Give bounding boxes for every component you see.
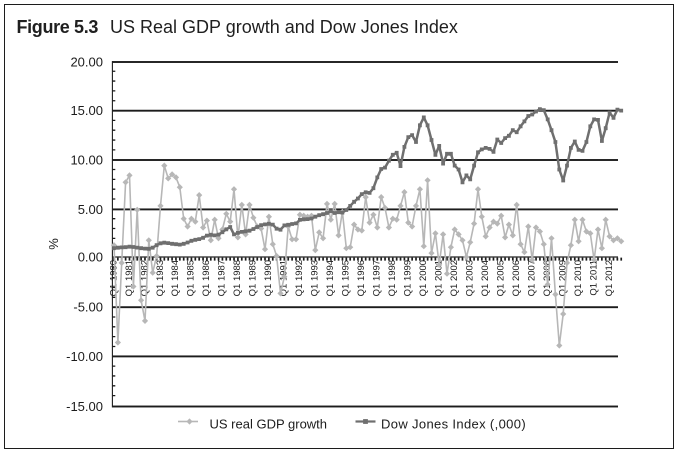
svg-text:-10.00: -10.00 [66, 349, 103, 364]
svg-text:Q1 1990: Q1 1990 [263, 260, 274, 296]
svg-text:Q1 1984: Q1 1984 [170, 260, 181, 296]
svg-text:10.00: 10.00 [70, 153, 103, 168]
svg-text:Q1 2003: Q1 2003 [465, 260, 476, 296]
svg-text:Q1 1999: Q1 1999 [403, 260, 414, 296]
svg-text:5.00: 5.00 [78, 202, 103, 217]
svg-text:Q1 2002: Q1 2002 [449, 260, 460, 296]
svg-text:Q1 1995: Q1 1995 [341, 260, 352, 296]
svg-text:Q1 2011: Q1 2011 [588, 260, 599, 296]
svg-text:Q1 1989: Q1 1989 [248, 260, 259, 296]
svg-text:Dow Jones Index (,000): Dow Jones Index (,000) [381, 417, 526, 432]
svg-text:Q1 1997: Q1 1997 [372, 260, 383, 296]
svg-text:%: % [46, 238, 61, 250]
svg-text:Q1 1988: Q1 1988 [232, 260, 243, 296]
svg-text:US real GDP growth: US real GDP growth [210, 417, 328, 432]
svg-text:Q1 1980: Q1 1980 [108, 260, 119, 296]
svg-text:Q1 2006: Q1 2006 [511, 260, 522, 296]
svg-text:Q1 2012: Q1 2012 [604, 260, 615, 296]
svg-text:Q1 1981: Q1 1981 [124, 260, 135, 296]
svg-text:15.00: 15.00 [70, 103, 103, 118]
svg-text:Q1 2009: Q1 2009 [557, 260, 568, 296]
svg-text:Q1 2010: Q1 2010 [573, 260, 584, 296]
svg-text:Q1 2001: Q1 2001 [434, 260, 445, 296]
svg-text:Q1 1998: Q1 1998 [387, 260, 398, 296]
svg-text:-15.00: -15.00 [66, 399, 103, 414]
svg-text:Q1 1986: Q1 1986 [201, 260, 212, 296]
svg-text:Q1 1992: Q1 1992 [294, 260, 305, 296]
svg-text:Q1 2000: Q1 2000 [418, 260, 429, 296]
svg-text:Q1 1983: Q1 1983 [155, 260, 166, 296]
svg-text:Q1 2005: Q1 2005 [496, 260, 507, 296]
svg-text:Q1 2004: Q1 2004 [480, 260, 491, 296]
svg-text:Q1 1987: Q1 1987 [217, 260, 228, 296]
svg-text:Q1 2007: Q1 2007 [526, 260, 537, 296]
svg-text:0.00: 0.00 [78, 250, 103, 265]
svg-text:-5.00: -5.00 [73, 300, 103, 315]
svg-text:Q1 1993: Q1 1993 [310, 260, 321, 296]
svg-text:Q1 1982: Q1 1982 [139, 260, 150, 296]
svg-text:Q1 1994: Q1 1994 [325, 260, 336, 296]
svg-text:Q1 1985: Q1 1985 [186, 260, 197, 296]
svg-text:Q1 1996: Q1 1996 [356, 260, 367, 296]
svg-text:20.00: 20.00 [70, 55, 103, 70]
